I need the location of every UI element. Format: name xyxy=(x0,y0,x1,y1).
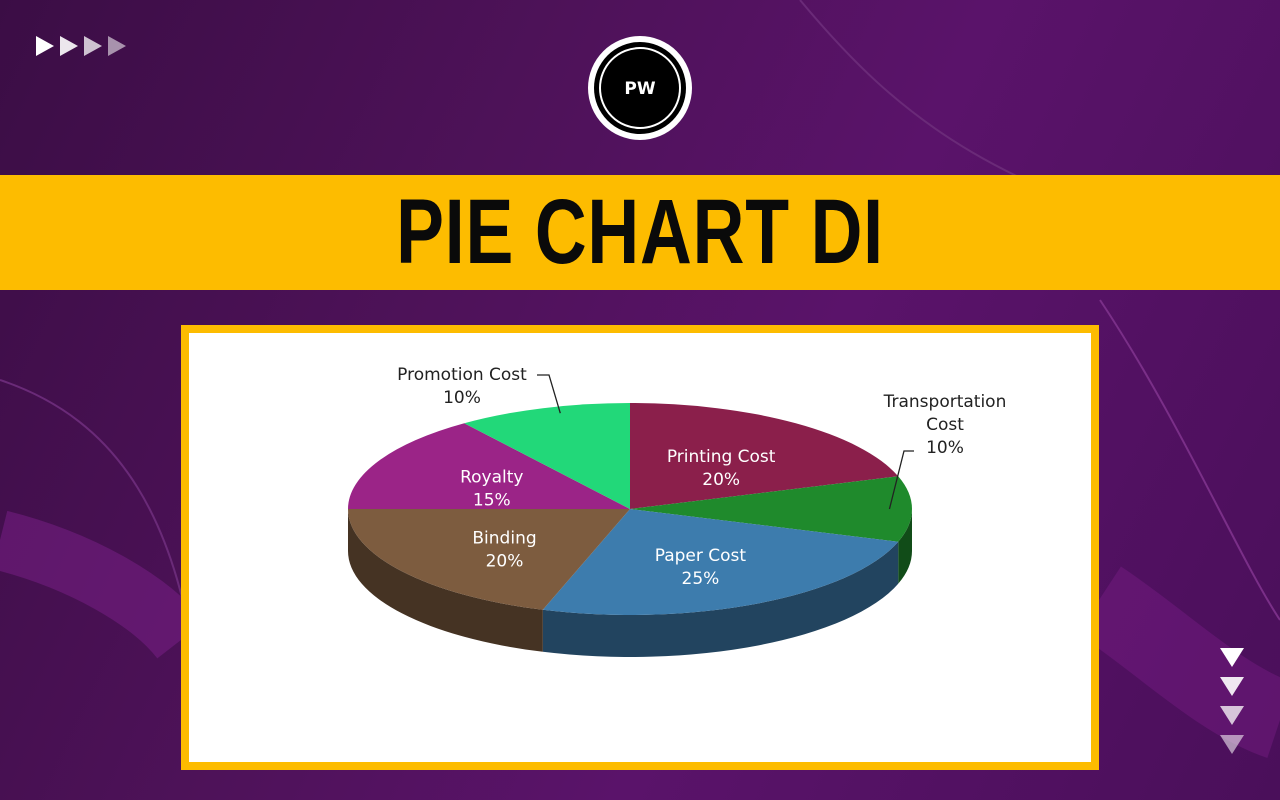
slice-label: Royalty 15% xyxy=(460,468,523,511)
page-title: PIE CHART DI xyxy=(396,181,884,283)
play-triangle-right-icon xyxy=(36,36,54,56)
slice-label: Binding 20% xyxy=(472,528,536,571)
logo-text: PW xyxy=(624,79,655,99)
pie-slice xyxy=(348,509,630,610)
side-arrows xyxy=(1220,648,1244,754)
slice-label-value: 20% xyxy=(702,470,740,490)
leader-line xyxy=(537,374,561,414)
chart-panel: Printing Cost 20% Transportation Cost 10% Pap… xyxy=(189,333,1091,762)
play-triangle-right-icon xyxy=(108,36,126,56)
triangle-down-icon xyxy=(1220,706,1244,725)
slice-label-name: Binding xyxy=(472,528,536,548)
triangle-down-icon xyxy=(1220,677,1244,696)
pie-slice xyxy=(630,476,912,542)
slice-label: Promotion Cost 10% xyxy=(397,365,561,414)
top-arrows xyxy=(36,36,126,56)
slice-label-value: 10% xyxy=(443,388,481,408)
slice-label-value: 15% xyxy=(473,491,511,511)
slice-label: Paper Cost 25% xyxy=(655,546,747,589)
pw-logo: PW xyxy=(588,36,692,140)
slice-label-name: Royalty xyxy=(460,468,523,488)
leader-line xyxy=(888,450,914,510)
slice-label-name: Paper Cost xyxy=(655,546,747,566)
play-triangle-right-icon xyxy=(84,36,102,56)
play-triangle-right-icon xyxy=(60,36,78,56)
slice-label-name: Promotion Cost xyxy=(397,365,527,385)
slice-label-name: Cost xyxy=(926,415,964,435)
chart-frame: Printing Cost 20% Transportation Cost 10% Pap… xyxy=(181,325,1099,770)
triangle-down-icon xyxy=(1220,735,1244,754)
pie-slice-side xyxy=(898,509,912,584)
pie-slice-side xyxy=(542,541,899,657)
pie-slice xyxy=(348,423,630,509)
pie-chart: Printing Cost 20% Transportation Cost 10% Pap… xyxy=(348,365,1007,657)
pie-slice xyxy=(630,403,899,509)
slice-label: Transportation Cost 10% xyxy=(883,392,1007,510)
title-banner: PIE CHART DI xyxy=(0,175,1280,290)
triangle-down-icon xyxy=(1220,648,1244,667)
pie-slice-side xyxy=(348,509,543,652)
pw-logo-mark: PW xyxy=(594,42,686,134)
slice-label-value: 10% xyxy=(926,438,964,458)
pie-slice xyxy=(542,509,899,615)
slice-label-name: Printing Cost xyxy=(667,447,776,467)
slice-label-value: 25% xyxy=(682,569,720,589)
slice-label: Printing Cost 20% xyxy=(667,447,776,490)
pie-slice xyxy=(464,403,630,509)
slice-label-name: Transportation xyxy=(883,392,1007,412)
slice-label-value: 20% xyxy=(486,551,524,571)
